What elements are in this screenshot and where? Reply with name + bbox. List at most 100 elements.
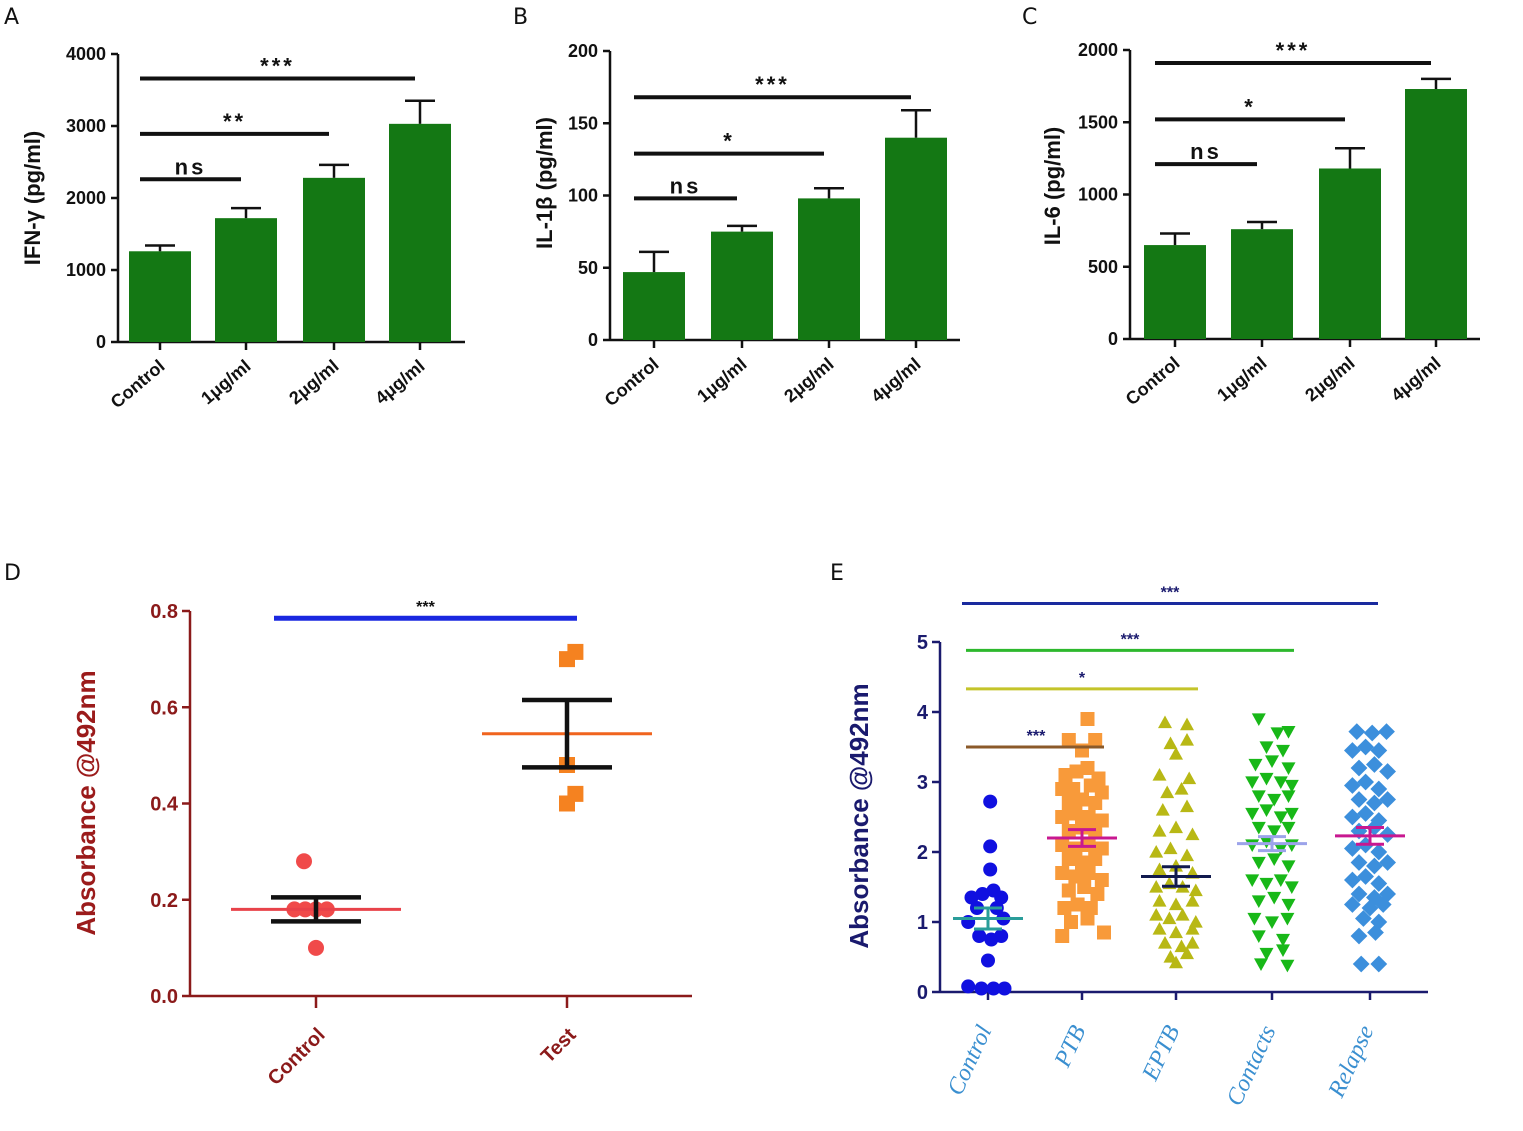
chart-e-point-eptb-9 [1155, 803, 1170, 816]
chart-e-point-ptb-15 [1055, 810, 1070, 824]
chart-e-point-contacts-14 [1281, 790, 1296, 803]
chart-e-point-contacts-27 [1267, 853, 1282, 866]
chart-e-point-relapse-17 [1370, 812, 1388, 829]
chart-e-ytick-label-5: 5 [917, 632, 928, 654]
chart-c-ytick-label-1500: 1500 [1078, 112, 1118, 132]
chart-d-point-test-1 [567, 643, 584, 660]
chart-e-point-contacts-33 [1251, 895, 1266, 908]
chart-e-ytick-label-3: 3 [917, 772, 928, 794]
chart-e-point-ptb-6 [1080, 761, 1095, 775]
chart-b-sig-label-2: *** [755, 72, 790, 97]
panel-letter-b: B [513, 5, 528, 30]
chart-e-point-contacts-28 [1281, 860, 1296, 873]
chart-e-point-relapse-27 [1344, 871, 1361, 889]
chart-d-ytick-label-0-6: 0.6 [150, 697, 178, 719]
chart-e-point-control-14 [981, 953, 995, 968]
chart-e-point-relapse-41 [1370, 955, 1388, 973]
chart-e-point-eptb-28 [1162, 911, 1177, 925]
chart-e-point-control-3 [964, 890, 979, 905]
chart-e-xtick-label-ptb: PTB [1049, 1021, 1091, 1072]
chart-e-point-relapse-38 [1350, 927, 1368, 945]
chart-e-point-eptb-13 [1185, 827, 1200, 841]
chart-e-point-eptb-25 [1169, 897, 1183, 911]
chart-a-y-axis-label: IFN-γ (pg/ml) [20, 131, 45, 265]
chart-e-point-relapse-16 [1357, 805, 1374, 822]
chart-a-sig-label-0: ns [175, 154, 207, 179]
chart-d-ytick-label-0-4: 0.4 [150, 794, 179, 816]
chart-e-ytick-label-2: 2 [917, 842, 928, 864]
chart-e-point-ptb-2 [1088, 733, 1103, 747]
chart-e-point-contacts-5 [1248, 758, 1263, 772]
panel-letter-d: D [4, 561, 21, 586]
chart-e-point-contacts-18 [1284, 807, 1299, 821]
chart-e-point-relapse-25 [1366, 857, 1383, 875]
chart-e-point-relapse-3 [1344, 742, 1361, 759]
chart-e-point-contacts-9 [1259, 772, 1274, 786]
chart-e-point-contacts-29 [1245, 874, 1260, 887]
chart-e-point-relapse-33 [1344, 896, 1361, 913]
chart-e-y-axis-label: Absorbance @492nm [844, 683, 874, 948]
chart-e-point-contacts-43 [1254, 958, 1268, 971]
chart-e-point-relapse-14 [1379, 791, 1396, 808]
chart-e-point-eptb-32 [1169, 925, 1183, 939]
chart-b-xtick-label-1-g-ml: 1μg/ml [693, 354, 750, 407]
chart-e-point-ptb-37 [1070, 897, 1085, 912]
chart-e-point-contacts-25 [1284, 839, 1299, 852]
chart-e-point-eptb-0 [1158, 715, 1172, 729]
chart-c-sig-label-0: ns [1190, 139, 1222, 164]
chart-e-point-ptb-41 [1055, 929, 1070, 943]
chart-e-point-control-16 [974, 981, 989, 996]
chart-e-point-ptb-10 [1083, 778, 1098, 793]
chart-b-y-axis-label: IL-1β (pg/ml) [532, 117, 557, 249]
chart-a-bar-2-g-ml [303, 177, 365, 342]
chart-e-point-relapse-10 [1357, 773, 1374, 791]
chart-d-xtick-label-control: Control [264, 1024, 330, 1090]
chart-e-point-control-11 [972, 929, 987, 943]
chart-e-point-relapse-7 [1366, 756, 1383, 773]
chart-d-xtick-label-test: Test [537, 1024, 581, 1068]
chart-e-point-ptb-40 [1080, 911, 1095, 926]
chart-e-point-contacts-37 [1265, 916, 1279, 929]
chart-e-point-contacts-17 [1273, 811, 1288, 824]
chart-e-point-control-4 [975, 887, 990, 901]
chart-c-bar-control [1144, 245, 1206, 339]
chart-e-point-relapse-31 [1366, 889, 1383, 906]
chart-e-xtick-label-relapse: Relapse [1323, 1021, 1379, 1102]
chart-a-sig-label-2: *** [260, 53, 295, 78]
chart-e-point-control-6 [994, 890, 1009, 905]
chart-e-point-contacts-6 [1265, 755, 1279, 768]
chart-b-bar-4-g-ml [885, 137, 947, 340]
chart-e-point-relapse-23 [1370, 843, 1388, 861]
chart-e-point-contacts-22 [1245, 839, 1260, 852]
chart-e-point-eptb-7 [1160, 785, 1175, 799]
chart-e-xtick-label-control: Control [943, 1021, 998, 1099]
chart-e-point-contacts-16 [1259, 804, 1274, 817]
chart-e-point-ptb-32 [1094, 873, 1109, 887]
chart-b-xtick-label-4-g-ml: 4μg/ml [867, 354, 924, 407]
chart-e-point-contacts-15 [1245, 807, 1260, 821]
chart-e-point-relapse-36 [1355, 910, 1372, 927]
chart-e-point-relapse-21 [1344, 840, 1361, 857]
chart-a-ytick-label-0: 0 [96, 332, 106, 352]
chart-e-point-eptb-27 [1149, 908, 1164, 921]
chart-e-point-eptb-33 [1185, 922, 1200, 935]
chart-e-point-relapse-35 [1374, 896, 1392, 913]
chart-e-sig-label-1: *** [1121, 631, 1140, 648]
chart-e-point-relapse-13 [1366, 794, 1383, 812]
chart-c-bar-2-g-ml [1319, 168, 1381, 339]
chart-e-point-relapse-34 [1361, 899, 1379, 917]
chart-e-point-contacts-20 [1267, 825, 1282, 838]
chart-e-point-contacts-42 [1276, 944, 1290, 957]
chart-c-ytick-label-500: 500 [1088, 257, 1118, 277]
chart-e-point-contacts-44 [1280, 959, 1295, 973]
chart-e-point-eptb-35 [1174, 939, 1189, 953]
chart-e-point-relapse-40 [1352, 955, 1370, 973]
chart-e-point-contacts-41 [1259, 947, 1274, 961]
chart-e-point-control-2 [983, 862, 998, 877]
chart-e-point-eptb-39 [1169, 955, 1183, 969]
chart-d-point-control-5 [308, 939, 324, 956]
chart-e-point-relapse-4 [1357, 738, 1374, 756]
chart-e-point-eptb-31 [1152, 922, 1167, 935]
chart-e-point-contacts-19 [1251, 821, 1266, 835]
